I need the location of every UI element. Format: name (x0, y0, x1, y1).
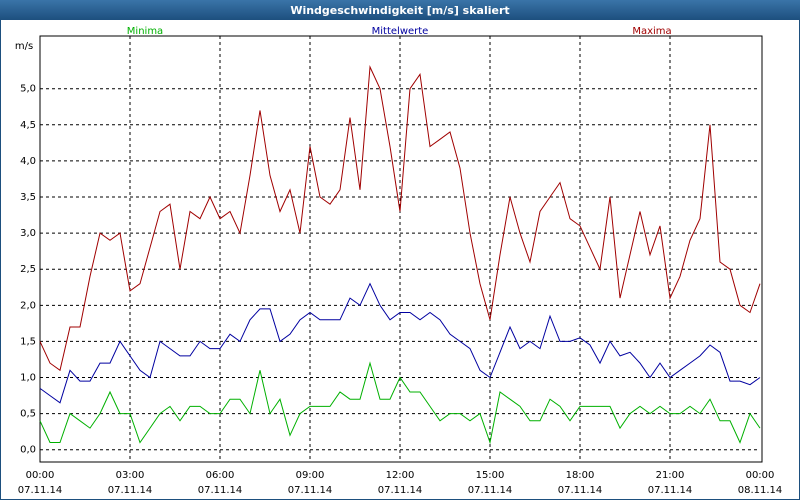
y-tick-label: 4,5 (20, 120, 36, 131)
y-tick-label: 3,0 (20, 228, 36, 239)
x-tick-label: 00:00 (26, 470, 55, 481)
series-line (39, 282, 761, 404)
y-tick-label: 3,5 (20, 192, 36, 203)
legend-label: Minima (127, 26, 163, 37)
x-tick-label: 18:00 (566, 470, 595, 481)
x-tick-label: 09:00 (296, 470, 325, 481)
x-tick-date: 07.11.14 (378, 485, 423, 496)
x-tick-label: 15:00 (476, 470, 505, 481)
series-line (39, 65, 761, 372)
y-tick-label: 5,0 (20, 84, 36, 95)
y-tick-label: 1,5 (20, 336, 36, 347)
series-line (39, 361, 761, 445)
x-tick-label: 12:00 (386, 470, 415, 481)
plot-frame (39, 35, 763, 463)
x-tick-date: 07.11.14 (108, 485, 153, 496)
legend-label: Maxima (632, 26, 671, 37)
y-tick-label: 0,0 (20, 445, 36, 456)
x-tick-label: 21:00 (656, 470, 685, 481)
x-tick-label: 03:00 (116, 470, 145, 481)
x-tick-date: 08.11.14 (738, 485, 783, 496)
x-tick-label: 00:00 (746, 470, 775, 481)
legend-label: Mittelwerte (372, 26, 429, 37)
y-tick-label: 2,5 (20, 264, 36, 275)
title-bar (0, 0, 800, 20)
y-tick-label: 1,0 (20, 373, 36, 384)
y-tick-label: 0,5 (20, 409, 36, 420)
x-tick-date: 07.11.14 (468, 485, 513, 496)
chart-title: Windgeschwindigkeit [m/s] skaliert (290, 4, 509, 17)
x-tick-date: 07.11.14 (288, 485, 333, 496)
x-tick-date: 07.11.14 (18, 485, 63, 496)
y-tick-label: 2,0 (20, 300, 36, 311)
x-tick-date: 07.11.14 (198, 485, 243, 496)
x-tick-label: 06:00 (206, 470, 235, 481)
x-tick-date: 07.11.14 (648, 485, 693, 496)
y-unit: m/s (15, 41, 33, 52)
x-tick-date: 07.11.14 (558, 485, 603, 496)
y-tick-label: 4,0 (20, 156, 36, 167)
